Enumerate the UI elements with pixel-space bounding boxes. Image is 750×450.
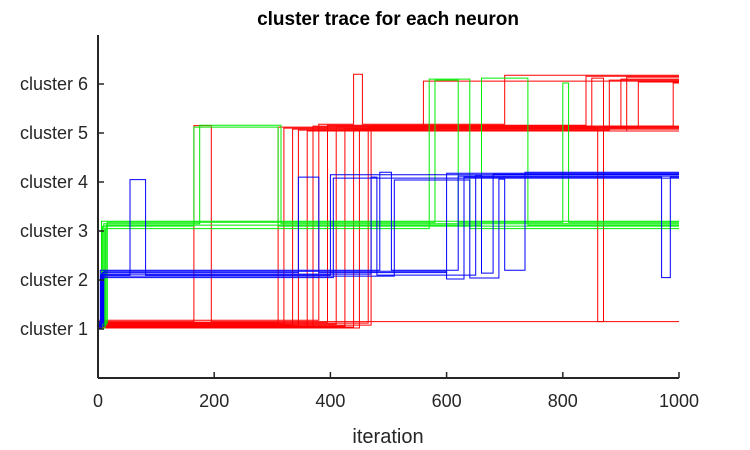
y-tick-label: cluster 3 xyxy=(20,221,88,241)
trace-line-red-10 xyxy=(98,78,679,327)
trace-line-red-14 xyxy=(98,82,679,326)
trace-line-blue-25 xyxy=(98,173,679,329)
axes: 0 200 400 600 800 1000 cluster 1 cluster 2 clust… xyxy=(20,35,699,411)
y-tick-label: cluster 2 xyxy=(20,270,88,290)
trace-line-blue-22 xyxy=(98,172,679,325)
trace-line-green-18 xyxy=(98,77,679,326)
trace-line-red-12 xyxy=(98,76,679,329)
trace-line-green-15 xyxy=(98,126,679,328)
x-tick-label: 0 xyxy=(93,391,103,411)
trace-line-blue-21 xyxy=(98,174,679,328)
x-tick-label: 1000 xyxy=(659,391,699,411)
trace-line-blue-23 xyxy=(98,177,679,323)
trace-line-red-6 xyxy=(98,125,679,329)
trace-line-green-19 xyxy=(98,79,679,324)
series-group xyxy=(98,73,679,329)
x-tick-label: 200 xyxy=(199,391,229,411)
trace-line-red-9 xyxy=(98,77,679,325)
chart-title: cluster trace for each neuron xyxy=(257,9,519,30)
y-tick-label: cluster 5 xyxy=(20,123,88,143)
x-axis-label: iteration xyxy=(352,426,423,448)
x-tick-label: 800 xyxy=(548,391,578,411)
trace-line-blue-24 xyxy=(98,171,679,326)
x-tick-label: 400 xyxy=(315,391,345,411)
trace-line-blue-27 xyxy=(98,176,679,327)
y-tick-label: cluster 4 xyxy=(20,172,88,192)
y-tick-label: cluster 1 xyxy=(20,319,88,339)
trace-line-red-8 xyxy=(98,75,679,323)
x-tick-label: 600 xyxy=(432,391,462,411)
trace-line-blue-26 xyxy=(98,171,679,324)
y-tick-label: cluster 6 xyxy=(20,74,88,94)
trace-line-red-3 xyxy=(98,128,679,326)
trace-line-red-13 xyxy=(98,81,679,324)
